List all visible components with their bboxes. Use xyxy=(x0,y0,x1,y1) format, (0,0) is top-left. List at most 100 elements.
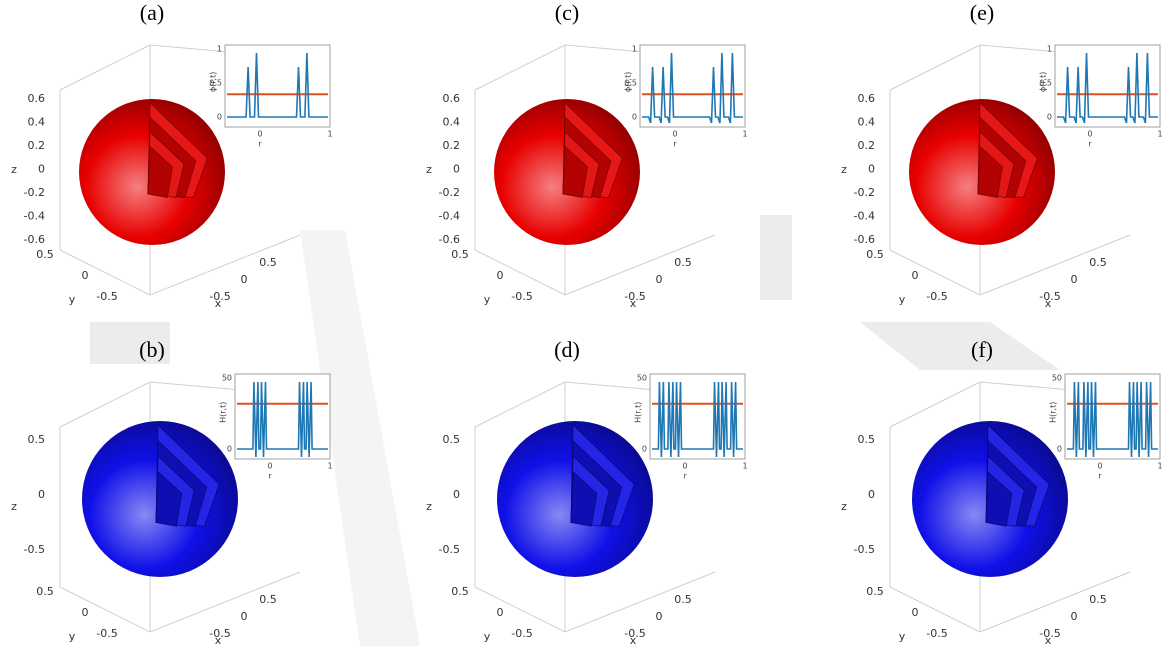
y-tick-label: 0 xyxy=(82,606,89,619)
inset-y-tick-label: 0 xyxy=(642,445,647,454)
y-tick-label: 0.5 xyxy=(451,585,469,598)
inset-frame xyxy=(1055,45,1160,127)
z-tick-label: -0.2 xyxy=(439,186,460,199)
panel: (f)0.50-0.5z0.50-0.5y0.50-0.5x500H(r,t)0… xyxy=(841,337,1162,646)
panel: (d)0.50-0.5z0.50-0.5y0.50-0.5x500H(r,t)0… xyxy=(426,337,747,646)
panel: (a)0.60.40.20-0.2-0.4-0.6z0.50-0.5y0.50-… xyxy=(11,0,332,310)
inset-x-tick-label: 1 xyxy=(742,130,747,139)
inset-x-tick-label: 0 xyxy=(267,462,272,471)
x-tick-label: 0.5 xyxy=(674,256,692,269)
panel-label: (c) xyxy=(555,0,579,25)
inset-x-tick-label: 0 xyxy=(672,130,677,139)
inset-y-tick-label: 0 xyxy=(227,445,232,454)
inset-x-tick-label: 1 xyxy=(327,462,332,471)
z-tick-label: -0.4 xyxy=(439,210,460,223)
inset-y-label: H(r,t) xyxy=(1049,402,1058,423)
y-tick-label: -0.5 xyxy=(511,290,532,303)
y-axis-label: y xyxy=(69,630,76,643)
z-tick-label: -0.5 xyxy=(439,543,460,556)
z-axis-label: z xyxy=(841,163,847,176)
inset-x-tick-label: 1 xyxy=(327,130,332,139)
x-axis-label: x xyxy=(1045,634,1052,646)
inset-y-tick-label: 0 xyxy=(1057,445,1062,454)
y-axis-label: y xyxy=(69,293,76,306)
y-tick-label: 0.5 xyxy=(866,248,884,261)
x-tick-label: 0.5 xyxy=(674,593,692,606)
z-tick-label: -0.6 xyxy=(24,233,45,246)
inset-y-label: H(r,t) xyxy=(219,402,228,423)
panel-label: (d) xyxy=(554,337,580,362)
z-tick-label: 0 xyxy=(453,163,460,176)
inset-y-tick-label: 0 xyxy=(1047,113,1052,122)
panel: (b)0.50-0.5z0.50-0.5y0.50-0.5x500H(r,t)0… xyxy=(11,337,332,646)
panel-label: (a) xyxy=(140,0,164,25)
inset-x-label: r xyxy=(268,472,272,481)
z-tick-label: -0.4 xyxy=(854,210,875,223)
z-tick-label: 0.5 xyxy=(443,433,461,446)
z-axis-label: z xyxy=(11,500,17,513)
inset-y-tick-label: 1 xyxy=(632,45,637,54)
z-tick-label: 0.2 xyxy=(858,139,876,152)
panel: (c)0.60.40.20-0.2-0.4-0.6z0.50-0.5y0.50-… xyxy=(426,0,747,310)
z-tick-label: -0.4 xyxy=(24,210,45,223)
z-tick-label: 0 xyxy=(38,488,45,501)
x-tick-label: 0 xyxy=(656,273,663,286)
x-axis-label: x xyxy=(630,297,637,310)
x-tick-label: 0 xyxy=(1071,610,1078,623)
panel-label: (b) xyxy=(139,337,165,362)
z-tick-label: 0 xyxy=(868,163,875,176)
inset-y-tick-label: 1 xyxy=(1047,45,1052,54)
z-axis-label: z xyxy=(426,500,432,513)
inset-y-tick-label: 50 xyxy=(637,374,647,383)
y-tick-label: 0.5 xyxy=(36,248,54,261)
inset-y-tick-label: 0 xyxy=(632,113,637,122)
inset-y-tick-label: 0 xyxy=(217,113,222,122)
y-tick-label: -0.5 xyxy=(926,627,947,640)
y-tick-label: 0.5 xyxy=(36,585,54,598)
z-tick-label: 0.4 xyxy=(858,116,876,129)
y-tick-label: 0 xyxy=(497,269,504,282)
x-axis-label: x xyxy=(630,634,637,646)
y-tick-label: 0.5 xyxy=(866,585,884,598)
inset-x-tick-label: 0 xyxy=(257,130,262,139)
y-axis-label: y xyxy=(899,630,906,643)
z-tick-label: 0.5 xyxy=(28,433,46,446)
inset-x-label: r xyxy=(258,140,262,149)
y-axis-label: y xyxy=(484,293,491,306)
z-tick-label: -0.2 xyxy=(24,186,45,199)
inset-x-tick-label: 0 xyxy=(682,462,687,471)
y-tick-label: -0.5 xyxy=(926,290,947,303)
inset-y-label: ϕ(r,t) xyxy=(1039,72,1048,93)
y-tick-label: 0 xyxy=(912,269,919,282)
z-tick-label: 0 xyxy=(38,163,45,176)
z-tick-label: 0 xyxy=(453,488,460,501)
z-tick-label: -0.2 xyxy=(854,186,875,199)
inset-x-label: r xyxy=(683,472,687,481)
inset-x-tick-label: 1 xyxy=(742,462,747,471)
z-tick-label: 0.6 xyxy=(443,92,461,105)
x-axis-label: x xyxy=(215,297,222,310)
x-tick-label: 0.5 xyxy=(1089,256,1107,269)
inset-y-label: ϕ(r,t) xyxy=(209,72,218,93)
y-tick-label: 0 xyxy=(82,269,89,282)
y-tick-label: -0.5 xyxy=(511,627,532,640)
inset-x-tick-label: 0 xyxy=(1097,462,1102,471)
y-tick-label: 0 xyxy=(912,606,919,619)
inset-frame xyxy=(640,45,745,127)
z-tick-label: -0.6 xyxy=(439,233,460,246)
z-tick-label: 0.2 xyxy=(28,139,46,152)
inset-y-label: ϕ(r,t) xyxy=(624,72,633,93)
inset-x-tick-label: 1 xyxy=(1157,462,1162,471)
z-tick-label: 0.4 xyxy=(443,116,461,129)
y-tick-label: -0.5 xyxy=(96,290,117,303)
inset-frame xyxy=(235,374,330,459)
z-tick-label: 0.4 xyxy=(28,116,46,129)
z-axis-label: z xyxy=(11,163,17,176)
x-tick-label: 0.5 xyxy=(259,593,277,606)
z-axis-label: z xyxy=(841,500,847,513)
y-axis-label: y xyxy=(899,293,906,306)
inset-x-label: r xyxy=(1098,472,1102,481)
y-tick-label: -0.5 xyxy=(96,627,117,640)
panel-label: (e) xyxy=(970,0,994,25)
inset-x-tick-label: 0 xyxy=(1087,130,1092,139)
